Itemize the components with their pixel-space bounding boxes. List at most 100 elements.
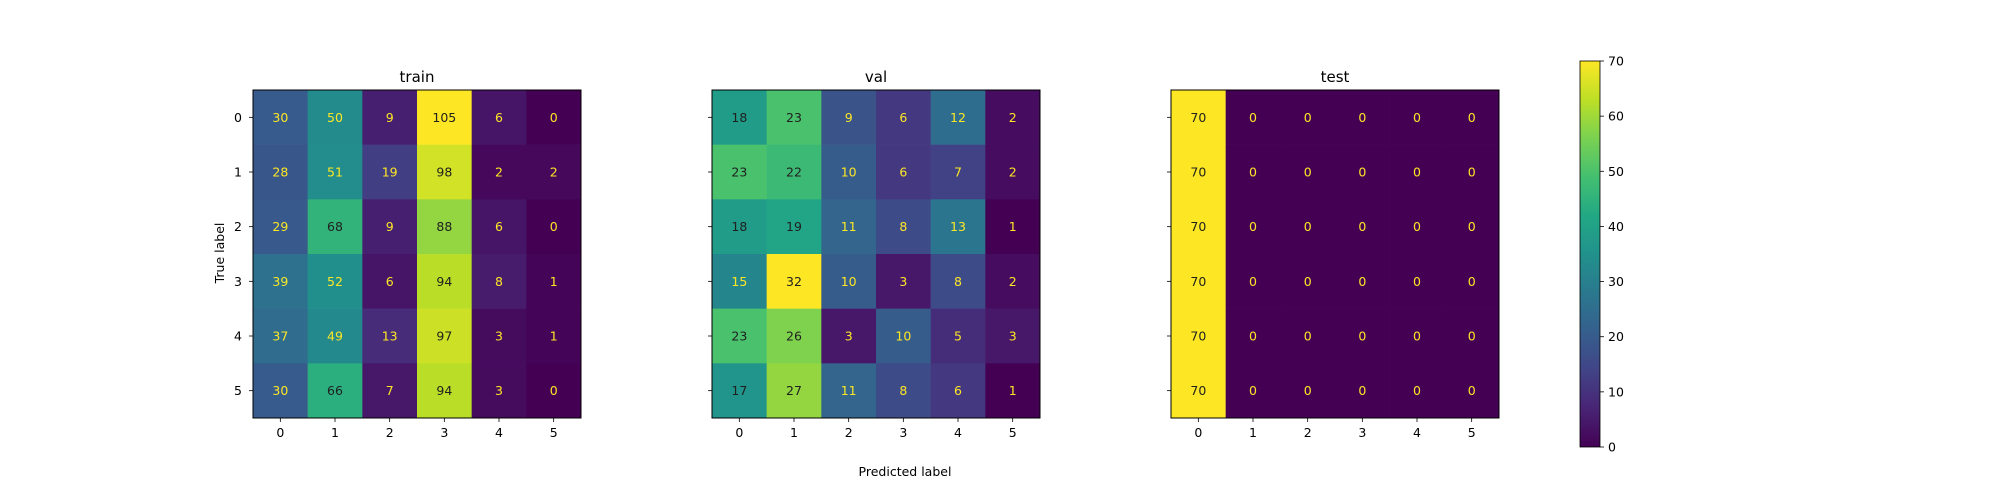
cell-r3-c5 [985,254,1041,309]
cell-r4-c5 [985,308,1041,364]
cell-value-r1-c1: 51 [327,165,343,180]
cell-r1-c2 [362,144,418,200]
cell-value-r2-c0: 29 [272,219,288,234]
cell-value-r4-c2: 3 [845,329,853,344]
cell-value-r1-c4: 2 [495,165,503,180]
cell-r1-c5 [526,144,582,200]
cell-value-r1-c0: 23 [731,165,747,180]
cell-value-r1-c5: 0 [1468,165,1476,180]
cell-value-r5-c4: 0 [1413,383,1421,398]
cell-value-r2-c5: 0 [550,219,558,234]
cell-r0-c4 [471,90,527,145]
cell-value-r5-c3: 0 [1358,383,1366,398]
y-tick-label: 5 [234,383,242,398]
cell-value-r1-c3: 0 [1358,165,1366,180]
cell-value-r3-c3: 94 [436,274,452,289]
cell-r3-c3 [417,254,472,309]
cell-r4-c4 [930,308,986,364]
y-tick-label: 3 [234,274,242,289]
cell-r4-c0 [1171,308,1226,364]
cell-value-r5-c5: 0 [550,383,558,398]
cell-value-r3-c1: 32 [786,274,802,289]
y-axis-label: True label [212,223,227,285]
x-tick-label: 2 [845,425,853,440]
cell-r5-c3 [1335,363,1390,419]
cell-value-r3-c0: 15 [731,274,747,289]
cell-r1-c5 [1444,144,1500,200]
cell-value-r4-c3: 97 [436,329,452,344]
cell-r5-c5 [1444,363,1500,419]
cell-value-r5-c4: 3 [495,383,503,398]
cell-value-r1-c2: 19 [382,165,398,180]
cell-value-r0-c0: 70 [1190,110,1206,125]
colorbar-tick-label: 40 [1608,219,1624,234]
x-tick-label: 1 [1249,425,1257,440]
cell-value-r2-c3: 0 [1358,219,1366,234]
cell-r0-c1 [1225,90,1281,145]
cell-r2-c5 [985,199,1041,255]
cell-r5-c3 [876,363,931,419]
cell-value-r4-c0: 70 [1190,329,1206,344]
cell-r5-c5 [526,363,582,419]
cell-value-r0-c3: 6 [899,110,907,125]
cell-value-r2-c1: 0 [1249,219,1257,234]
cell-value-r3-c3: 0 [1358,274,1366,289]
cell-value-r3-c5: 2 [1009,274,1017,289]
cell-value-r4-c5: 0 [1468,329,1476,344]
cell-r5-c1 [307,363,363,419]
cell-value-r4-c0: 23 [731,329,747,344]
cell-r3-c5 [1444,254,1500,309]
cell-value-r5-c2: 11 [841,383,857,398]
cell-value-r0-c1: 0 [1249,110,1257,125]
cell-r5-c2 [362,363,418,419]
cell-r3-c5 [526,254,582,309]
cell-r2-c2 [362,199,418,255]
cell-r3-c0 [253,254,308,309]
cell-r3-c1 [307,254,363,309]
cell-r3-c3 [876,254,931,309]
cell-value-r1-c2: 0 [1304,165,1312,180]
cell-r5-c0 [1171,363,1226,419]
cell-value-r2-c5: 1 [1009,219,1017,234]
cell-value-r4-c1: 26 [786,329,802,344]
cell-r5-c1 [1225,363,1281,419]
cell-value-r0-c1: 23 [786,110,802,125]
cell-value-r4-c4: 0 [1413,329,1421,344]
cell-value-r5-c0: 17 [731,383,747,398]
cell-value-r0-c3: 0 [1358,110,1366,125]
cell-r5-c4 [1389,363,1445,419]
cell-value-r2-c2: 9 [386,219,394,234]
cell-value-r3-c5: 1 [550,274,558,289]
cell-r4-c5 [526,308,582,364]
cell-r4-c2 [362,308,418,364]
cell-r0-c1 [766,90,822,145]
cell-r1-c4 [930,144,986,200]
cell-value-r0-c4: 6 [495,110,503,125]
cell-r2-c3 [417,199,472,255]
cell-r4-c4 [1389,308,1445,364]
cell-r5-c2 [1280,363,1336,419]
x-tick-label: 1 [331,425,339,440]
cell-r2-c2 [1280,199,1336,255]
colorbar-tick-label: 50 [1608,164,1624,179]
cell-value-r3-c1: 0 [1249,274,1257,289]
colorbar-gradient [1579,60,1601,448]
cell-value-r1-c5: 2 [1009,165,1017,180]
colorbar-tick-label: 0 [1608,440,1616,455]
cell-value-r4-c2: 13 [382,329,398,344]
cell-value-r2-c1: 19 [786,219,802,234]
cell-r0-c0 [712,90,767,145]
cell-value-r3-c4: 8 [954,274,962,289]
cell-value-r5-c5: 0 [1468,383,1476,398]
cell-value-r2-c1: 68 [327,219,343,234]
cell-r2-c5 [526,199,582,255]
cell-value-r5-c2: 0 [1304,383,1312,398]
cell-r2-c3 [1335,199,1390,255]
cell-r4-c0 [712,308,767,364]
cell-value-r1-c1: 22 [786,165,802,180]
panel-title: train [400,68,435,86]
cell-r0-c2 [362,90,418,145]
cell-value-r3-c2: 6 [386,274,394,289]
cell-value-r0-c2: 0 [1304,110,1312,125]
cell-value-r1-c5: 2 [550,165,558,180]
